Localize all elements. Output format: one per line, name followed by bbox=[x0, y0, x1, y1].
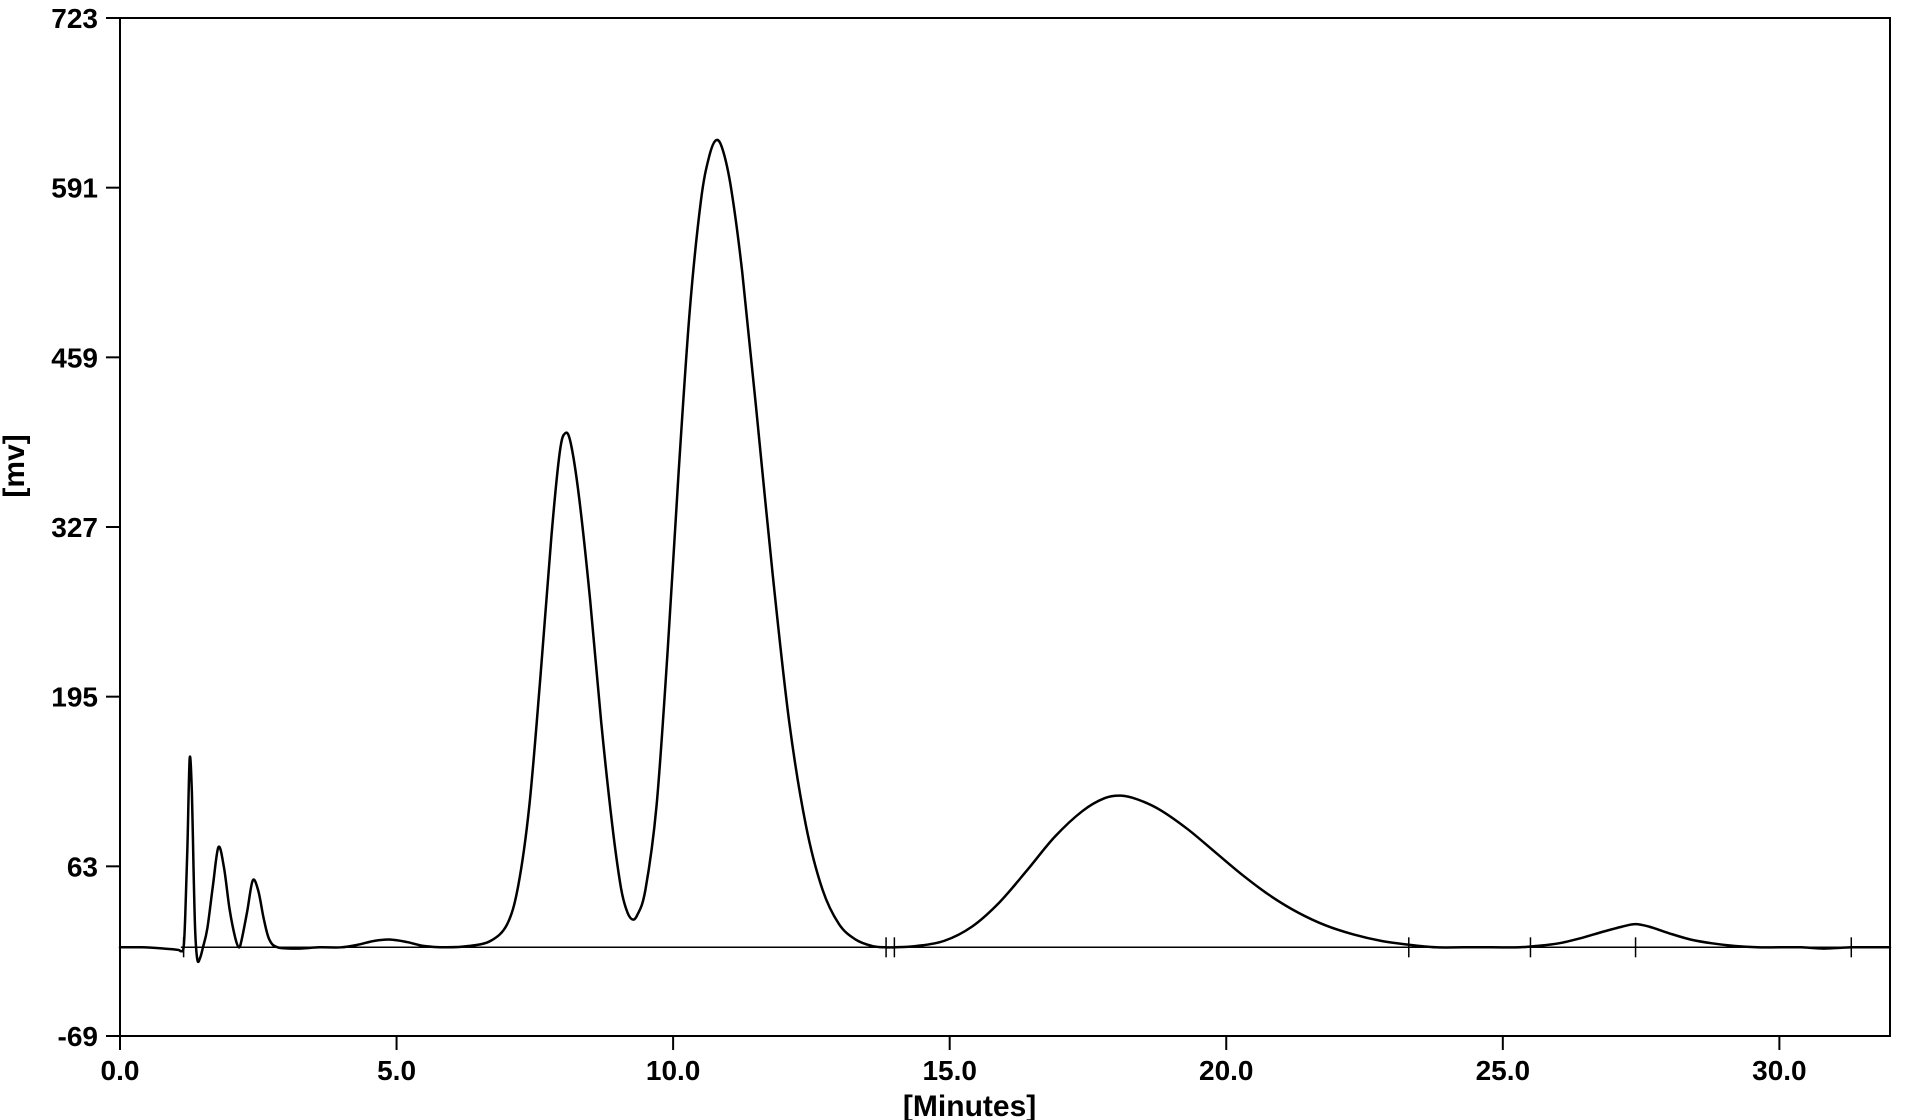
x-tick-label: 5.0 bbox=[377, 1055, 416, 1086]
chromatogram-chart: -69 63 195 327 459 591 723 0.0 5.0 10.0 15.0 20.0 25… bbox=[0, 0, 1914, 1120]
x-tick-label: 10.0 bbox=[646, 1055, 701, 1086]
y-tick-label: 723 bbox=[51, 3, 98, 34]
x-tick-label: 25.0 bbox=[1476, 1055, 1531, 1086]
x-tick-label: 30.0 bbox=[1752, 1055, 1807, 1086]
chromatogram-trace bbox=[120, 140, 1890, 962]
y-tick-label: 459 bbox=[51, 342, 98, 373]
x-axis-label: [Minutes] bbox=[903, 1090, 1036, 1120]
x-tick-label: 20.0 bbox=[1199, 1055, 1254, 1086]
y-tick-label: 63 bbox=[67, 851, 98, 882]
y-axis-label: [mv] bbox=[0, 434, 31, 497]
y-tick-label: 591 bbox=[51, 173, 98, 204]
plot-border bbox=[120, 18, 1890, 1036]
y-tick-label: -69 bbox=[58, 1021, 98, 1052]
x-tick-label: 0.0 bbox=[101, 1055, 140, 1086]
y-tick-label: 327 bbox=[51, 512, 98, 543]
y-tick-label: 195 bbox=[51, 682, 98, 713]
x-tick-label: 15.0 bbox=[922, 1055, 977, 1086]
chart-svg: -69 63 195 327 459 591 723 0.0 5.0 10.0 15.0 20.0 25… bbox=[0, 0, 1914, 1120]
